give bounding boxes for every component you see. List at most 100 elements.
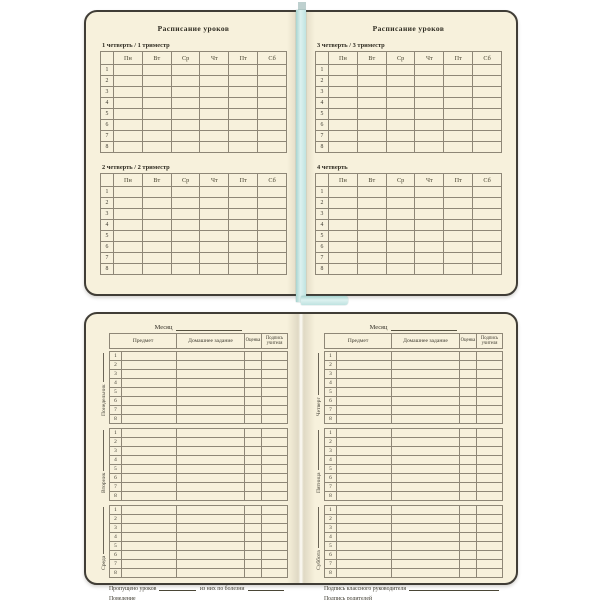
day-label-gutter: Пятница: [314, 428, 324, 501]
schedule-cell: [228, 263, 259, 275]
schedule-cell: [113, 86, 143, 98]
subject-cell: [121, 455, 177, 465]
lesson-number: 4: [109, 455, 122, 465]
signature-cell: [476, 559, 503, 569]
schedule-cell: [113, 241, 143, 253]
lesson-number: 8: [109, 568, 122, 578]
schedule-cell: [472, 108, 502, 120]
schedule-cell: [356, 230, 387, 242]
schedule-cell: [113, 97, 143, 109]
day-header: Пн: [113, 51, 143, 65]
schedule-spread: Расписание уроков 1 четверть / 1 тримест…: [84, 10, 518, 296]
homework-cell: [176, 514, 245, 524]
footer-label: Поведение: [109, 596, 136, 600]
schedule-cell: [257, 230, 287, 242]
homework-cell: [391, 414, 460, 424]
day-header: Чт: [199, 173, 230, 187]
signature-cell: [261, 351, 288, 361]
grade-cell: [244, 491, 262, 501]
schedule-cell: [328, 252, 358, 264]
subject-cell: [336, 387, 392, 397]
grade-cell: [459, 351, 477, 361]
day-header: Чт: [414, 173, 445, 187]
grade-cell: [459, 532, 477, 542]
homework-cell: [391, 464, 460, 474]
schedule-cell: [328, 186, 358, 198]
subject-cell: [336, 473, 392, 483]
schedule-cell: [443, 75, 474, 87]
schedule-row: 4: [315, 219, 502, 231]
day-header: Пт: [228, 173, 259, 187]
schedule-cell: [356, 141, 387, 153]
lesson-number: 6: [100, 119, 114, 131]
grade-cell: [244, 455, 262, 465]
lesson-number: 7: [109, 559, 122, 569]
schedule-row: 2: [315, 197, 502, 209]
schedule-cell: [414, 263, 445, 275]
schedule-cell: [170, 130, 201, 142]
schedule-cell: [228, 197, 259, 209]
diary-row: 4: [109, 455, 288, 465]
schedule-cell: [228, 219, 259, 231]
homework-cell: [391, 532, 460, 542]
grade-cell: [459, 523, 477, 533]
footer-line: Пропущено уроков из них по болезни: [109, 582, 288, 592]
homework-cell: [391, 473, 460, 483]
homework-cell: [176, 491, 245, 501]
schedule-cell: [328, 241, 358, 253]
homework-cell: [176, 482, 245, 492]
schedule-row: 6: [100, 241, 287, 253]
footer-label: Подпись классного руководителя: [324, 586, 407, 592]
schedule-cell: [257, 130, 287, 142]
subject-cell: [336, 351, 392, 361]
homework-cell: [391, 437, 460, 447]
schedule-table: Пн Вт Ср Чт Пт Сб 1 2 3 4 5 6 7 8: [100, 51, 287, 153]
subject-cell: [336, 405, 392, 415]
schedule-cell: [141, 252, 172, 264]
schedule-cell: [385, 75, 416, 87]
diary-header-row: Предмет Домашнее задание Оценка Подпись учи…: [324, 333, 503, 349]
homework-cell: [176, 396, 245, 406]
grade-cell: [244, 428, 262, 438]
diary-row: 8: [109, 414, 288, 424]
schedule-cell: [356, 108, 387, 120]
signature-line: [247, 590, 285, 591]
schedule-cell: [443, 86, 474, 98]
homework-cell: [176, 523, 245, 533]
day-label-text: Вторник: [100, 472, 107, 493]
diary-row: 2: [324, 437, 503, 447]
diary-header-wrap: Предмет Домашнее задание Оценка Подпись учи…: [324, 333, 503, 349]
schedule-cell: [385, 208, 416, 220]
lesson-number: 3: [100, 208, 114, 220]
schedule-cell: [356, 208, 387, 220]
subject-cell: [336, 396, 392, 406]
subject-cell: [121, 532, 177, 542]
schedule-cell: [472, 64, 502, 76]
homework-cell: [391, 514, 460, 524]
homework-cell: [176, 378, 245, 388]
schedule-cell: [228, 241, 259, 253]
diary-row: 6: [324, 396, 503, 406]
schedule-cell: [414, 119, 445, 131]
schedule-section: 1 четверть / 1 триместр Пн Вт Ср Чт Пт Сб 1 2 3 4 5…: [100, 42, 287, 153]
schedule-cell: [199, 252, 230, 264]
schedule-cell: [141, 219, 172, 231]
schedule-cell: [443, 141, 474, 153]
day-label-gutter: Понедельник: [99, 351, 109, 424]
schedule-cell: [472, 86, 502, 98]
schedule-cell: [356, 97, 387, 109]
signature-cell: [476, 482, 503, 492]
schedule-cell: [199, 130, 230, 142]
schedule-cell: [228, 208, 259, 220]
day-header: Вт: [356, 173, 387, 187]
schedule-cell: [257, 119, 287, 131]
diary-row: 6: [109, 550, 288, 560]
signature-cell: [261, 532, 288, 542]
diary-footer: Пропущено уроков из них по болезни Поведен…: [109, 582, 288, 600]
schedule-cell: [414, 219, 445, 231]
schedule-cell: [257, 86, 287, 98]
homework-cell: [391, 369, 460, 379]
schedule-cell: [228, 119, 259, 131]
subject-cell: [121, 360, 177, 370]
